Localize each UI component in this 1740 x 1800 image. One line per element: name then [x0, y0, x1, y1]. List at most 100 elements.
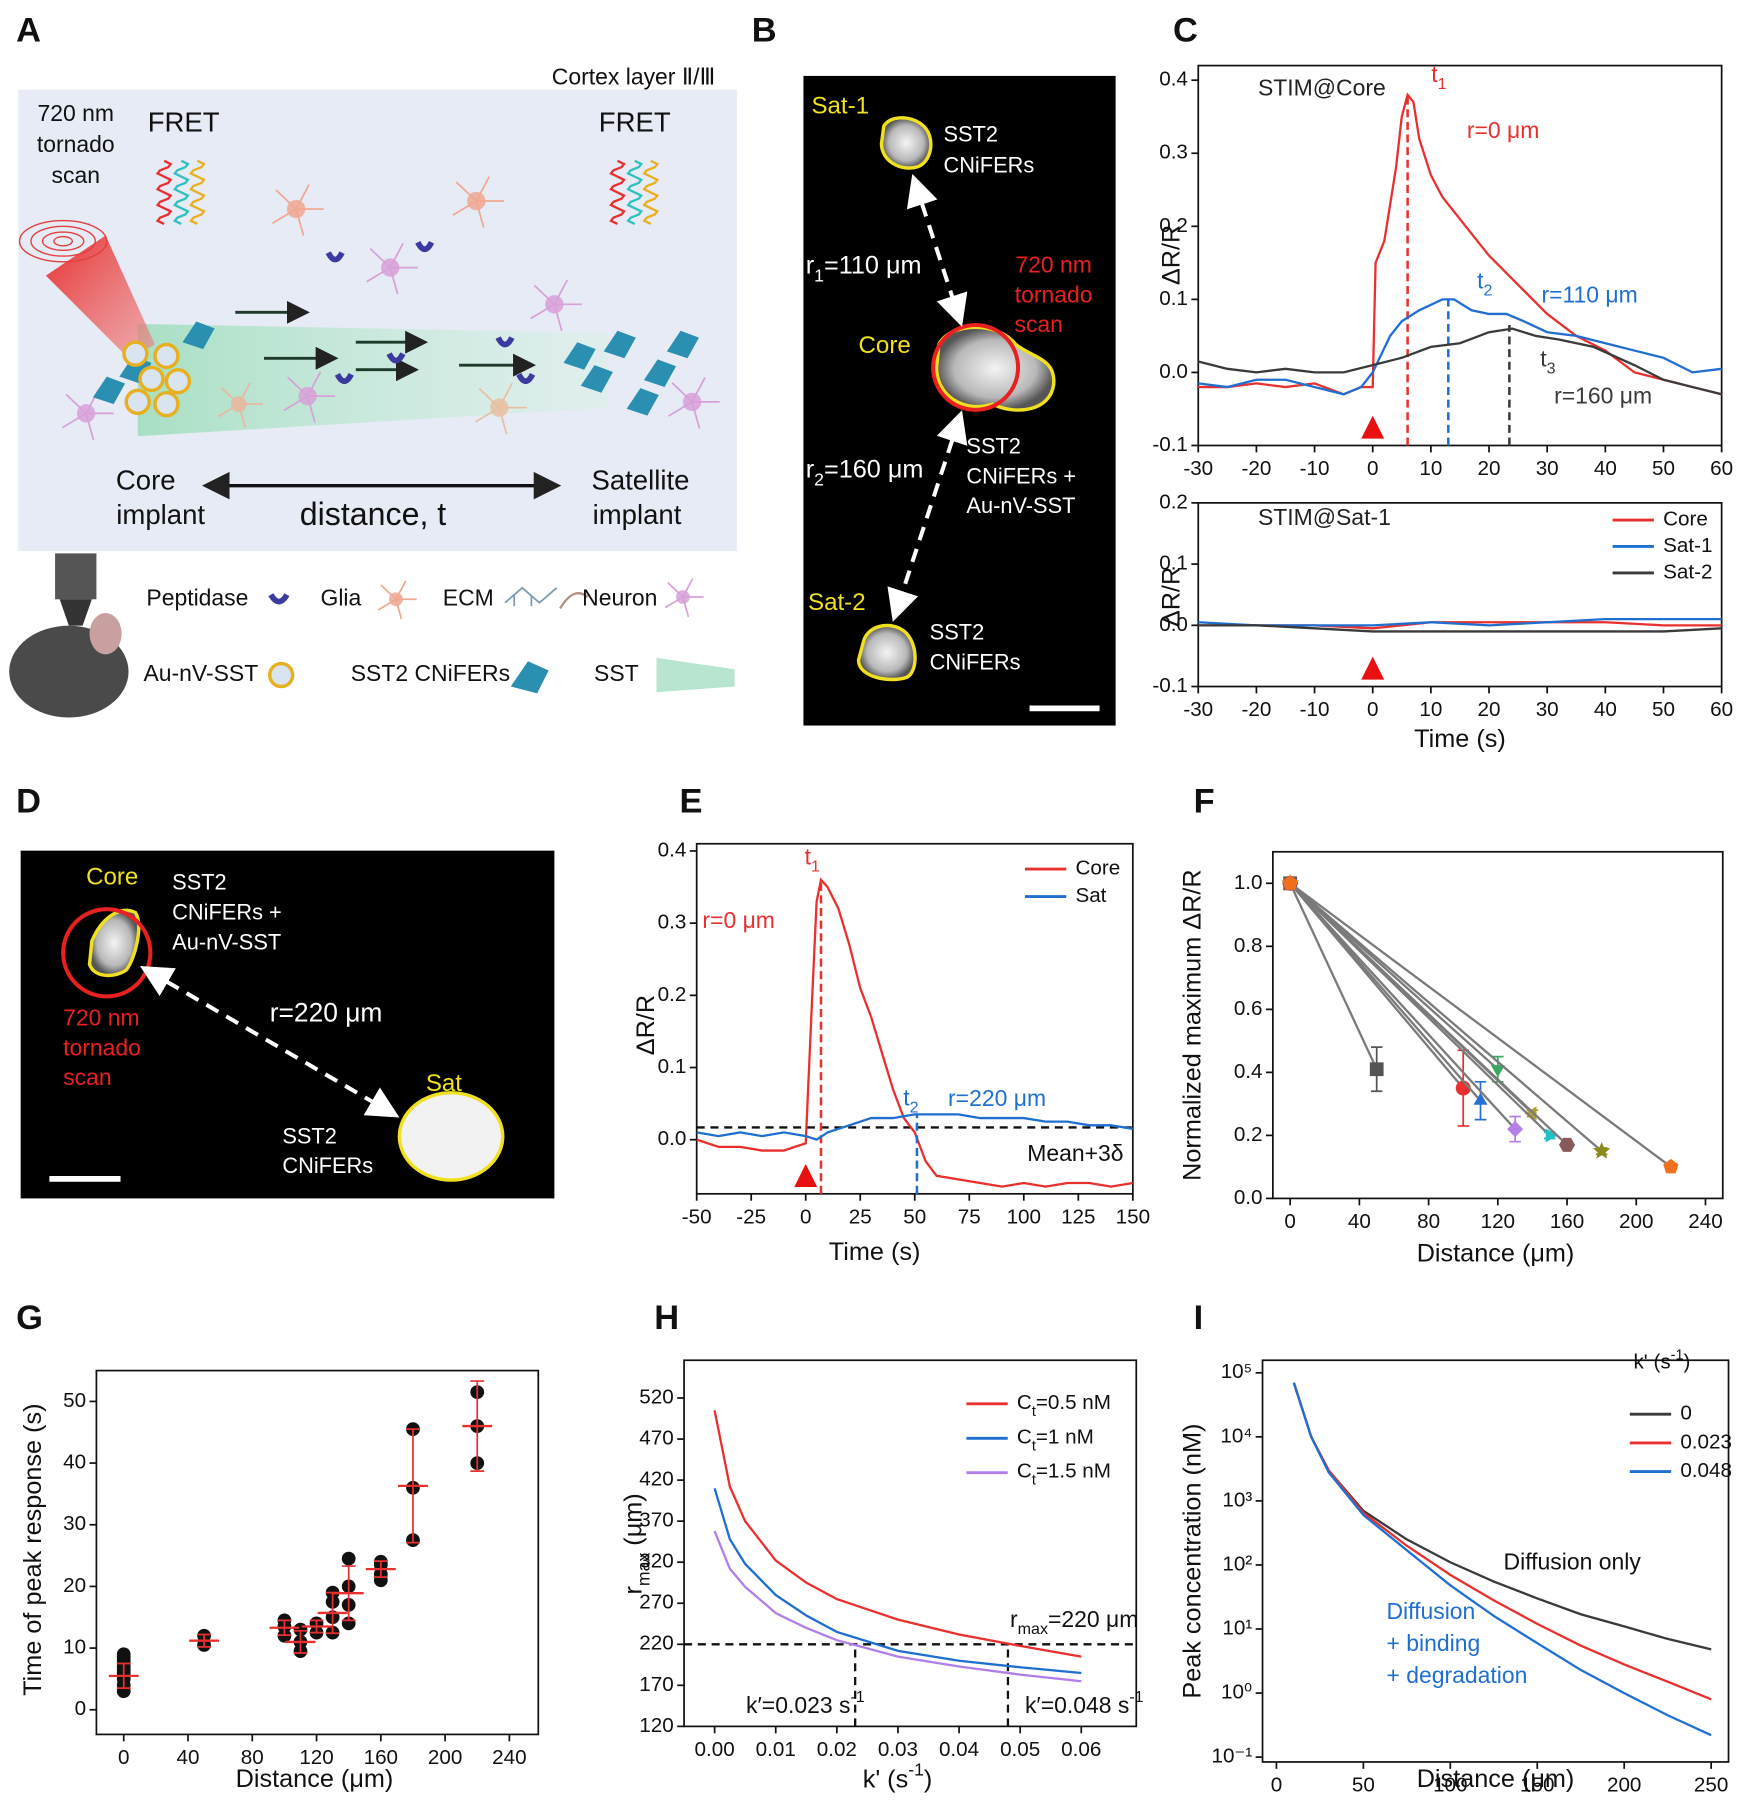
text-part: -1: [1671, 1348, 1684, 1364]
marker: [1490, 1065, 1505, 1078]
text-part: 2: [1484, 282, 1493, 300]
y-tick-label: 10⁴: [1220, 1424, 1252, 1447]
x-tick-label: -25: [736, 1205, 766, 1228]
x-tick-label: -20: [1241, 698, 1271, 721]
annotation: STIM@Sat-1: [1258, 504, 1391, 530]
label: CNiFERs: [943, 152, 1034, 177]
marker: [1369, 1062, 1384, 1077]
y-tick-label: 0.4: [658, 838, 687, 861]
x-tick-label: 100: [1433, 1774, 1467, 1797]
sd-bar: [116, 1662, 131, 1690]
label: r=220 μm: [270, 998, 383, 1028]
label: CNiFERs +: [172, 900, 282, 925]
cell-process: [395, 599, 403, 620]
cell-process: [475, 176, 490, 202]
panel-label: D: [16, 783, 41, 821]
x-axis-label: k' (s-1): [863, 1759, 933, 1793]
x-tick-label: 60: [1710, 457, 1733, 480]
sd-bar: [470, 1380, 485, 1472]
x-tick-label: 125: [1061, 1205, 1095, 1228]
annotation: rmax=220 μm: [1010, 1606, 1138, 1638]
series-line: [1289, 882, 1672, 1168]
marker: [1507, 1121, 1524, 1138]
cell-process: [275, 189, 297, 210]
y-axis-label: ΔR/R: [1158, 567, 1186, 627]
sd-bar: [341, 1565, 356, 1622]
cell-process: [287, 376, 309, 397]
tornado-scan: [18, 219, 108, 263]
x-tick-label: 80: [1417, 1210, 1440, 1233]
cell-process: [389, 267, 399, 295]
cell-process: [389, 242, 404, 268]
legend-label: Core: [1663, 508, 1708, 531]
x-tick-label: 0: [118, 1746, 129, 1769]
label: SST2: [966, 434, 1021, 459]
text-part: 1: [811, 858, 820, 876]
x-tick-label: -10: [1300, 698, 1330, 721]
cell-process: [85, 413, 95, 441]
series-line: [1198, 617, 1722, 627]
text-part: 3: [1547, 360, 1556, 378]
annotation: t2: [903, 1085, 918, 1117]
series-line: [713, 1488, 1082, 1675]
series-line: [1292, 1382, 1712, 1701]
text-part: t: [1032, 1438, 1036, 1454]
label: Core: [86, 864, 138, 891]
cell-process: [217, 403, 240, 418]
annotation: Mean+3δ: [1027, 1140, 1123, 1166]
au-nv-sst: [153, 390, 180, 418]
label: FRET: [599, 106, 671, 137]
x-tick-label: 25: [849, 1205, 872, 1228]
y-tick-label: 0.6: [1234, 997, 1263, 1020]
x-tick-label: 50: [1652, 698, 1675, 721]
cell-process: [498, 407, 508, 435]
text-part: t: [1540, 346, 1547, 372]
annotation: r=0 μm: [702, 907, 775, 933]
text-part: t: [1032, 1404, 1036, 1420]
y-tick-label: 10²: [1222, 1552, 1252, 1575]
legend-label: 0.023: [1680, 1430, 1732, 1453]
y-tick-label: 0.4: [1234, 1060, 1263, 1083]
series-line: [1198, 92, 1722, 396]
x-tick-label: 10: [1419, 698, 1442, 721]
label: Au-nV-SST: [172, 929, 281, 954]
panel-label: C: [1173, 11, 1198, 49]
series-line: [1198, 624, 1722, 633]
microscope: [9, 553, 129, 718]
annotation: + degradation: [1386, 1662, 1527, 1688]
x-tick-label: 50: [903, 1205, 926, 1228]
series-line: [1289, 882, 1378, 1070]
text-part: =110 μm: [824, 251, 922, 279]
annotation: Diffusion only: [1504, 1548, 1642, 1574]
y-tick-label: 30: [63, 1512, 86, 1535]
text-part: r: [1010, 1606, 1018, 1632]
cell-process: [306, 371, 322, 397]
label: SST: [594, 660, 639, 686]
x-axis-label: Distance (μm): [236, 1765, 394, 1793]
label: r1=110 μm: [806, 251, 922, 285]
y-tick-label: 370: [639, 1509, 673, 1532]
panel-label: E: [679, 783, 702, 821]
label: Au-nV-SST: [143, 660, 258, 686]
y-axis-label: Peak concentration (nM): [1178, 1424, 1206, 1699]
distance-arrow: [887, 410, 968, 622]
cell-process: [295, 184, 310, 210]
label: SST2: [172, 870, 227, 895]
x-tick-label: -50: [682, 1205, 712, 1228]
y-tick-label: 0.2: [1234, 1123, 1263, 1146]
label: tornado: [1015, 281, 1093, 307]
label: Neuron: [582, 584, 657, 610]
panel-label: H: [654, 1299, 679, 1337]
text-part: t: [805, 844, 812, 870]
cell-process: [272, 208, 297, 224]
cnifer-cell: [643, 359, 677, 387]
legend-label: Ct=1.5 nM: [1017, 1460, 1111, 1488]
y-tick-label: 0.2: [658, 983, 687, 1006]
cnifer-cell: [580, 365, 613, 393]
cell-process: [62, 412, 87, 429]
label: implant: [593, 499, 682, 530]
x-tick-label: 120: [299, 1746, 333, 1769]
cell-process: [237, 382, 251, 405]
x-axis-label: Distance (μm): [1417, 1239, 1575, 1267]
legend-label: Core: [1075, 856, 1120, 879]
